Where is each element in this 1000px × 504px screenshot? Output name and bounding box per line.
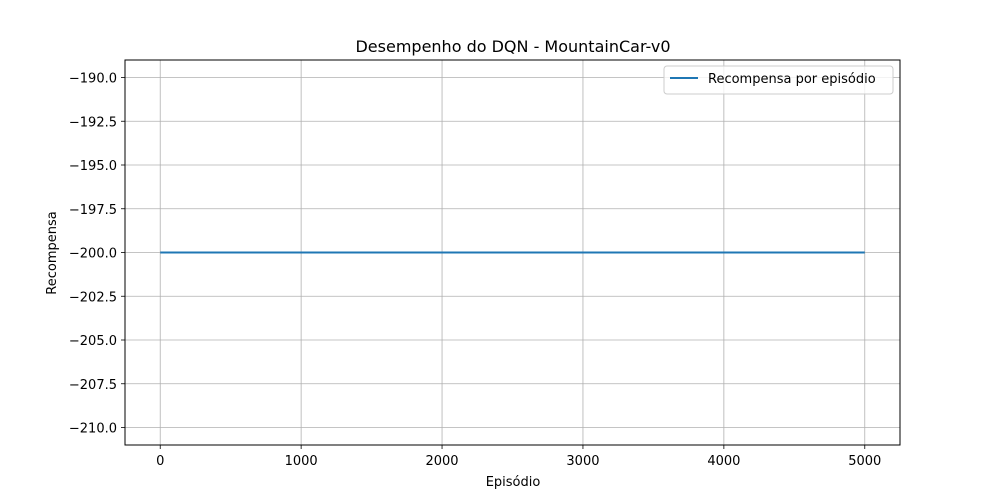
x-tick-label: 2000 xyxy=(425,454,458,469)
y-tick-label: −207.5 xyxy=(69,378,117,393)
y-tick-label: −202.5 xyxy=(69,290,117,305)
y-tick-label: −195.0 xyxy=(69,159,117,174)
y-tick-label: −205.0 xyxy=(69,334,117,349)
y-tick-label: −197.5 xyxy=(69,203,117,218)
y-tick-label: −210.0 xyxy=(69,422,117,437)
x-tick-label: 1000 xyxy=(285,454,318,469)
x-tick-label: 3000 xyxy=(566,454,599,469)
y-tick-label: −192.5 xyxy=(69,115,117,130)
y-tick-label: −200.0 xyxy=(69,247,117,262)
legend-box xyxy=(663,65,894,95)
x-tick-label: 4000 xyxy=(707,454,740,469)
y-tick-label: −190.0 xyxy=(69,72,117,87)
legend: Recompensa por episódio xyxy=(663,65,894,95)
y-axis-label: Recompensa xyxy=(45,211,60,294)
x-tick-label: 0 xyxy=(156,454,164,469)
legend-entry-label: Recompensa por episódio xyxy=(708,72,876,87)
chart-title: Desempenho do DQN - MountainCar-v0 xyxy=(355,37,670,56)
x-axis-label: Episódio xyxy=(486,475,541,490)
x-axis: 0 1000 2000 3000 4000 5000 xyxy=(156,445,881,469)
x-tick-label: 5000 xyxy=(848,454,881,469)
y-axis: −190.0 −192.5 −195.0 −197.5 −200.0 −202.5 −205… xyxy=(69,72,125,437)
